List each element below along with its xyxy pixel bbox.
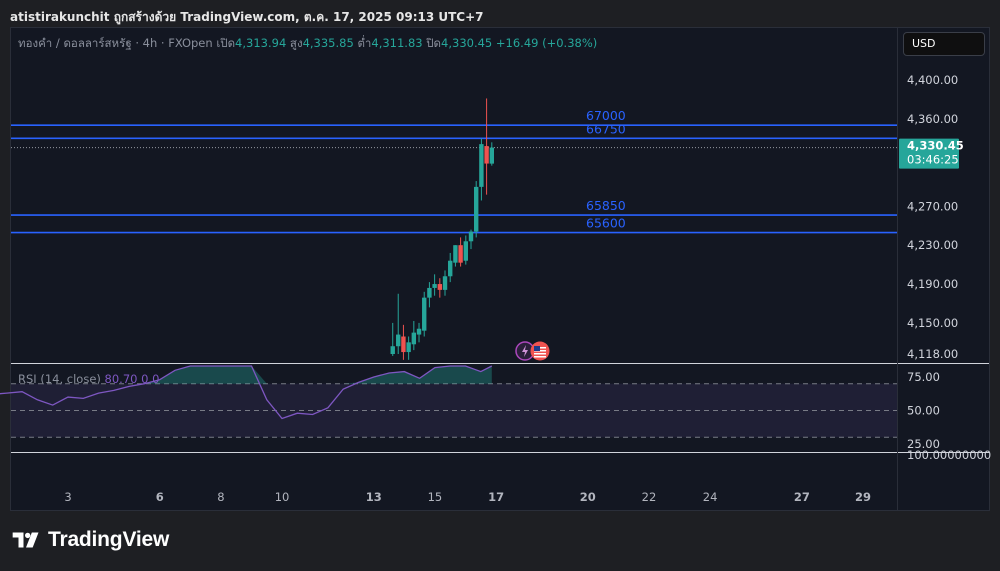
candle-body <box>422 297 427 331</box>
price-tag-countdown: 03:46:25 <box>907 153 959 167</box>
time-tick-label: 13 <box>366 490 382 504</box>
candle-body <box>453 245 458 263</box>
level-label: 65600 <box>586 216 626 231</box>
price-tick-label: 4,400.00 <box>907 73 958 87</box>
candle-body <box>432 284 437 288</box>
level-label: 66750 <box>586 121 626 136</box>
level-label: 67000 <box>586 108 626 123</box>
chart-caption: atistirakunchit ถูกสร้างด้วย TradingView… <box>10 10 484 24</box>
close-value: 4,330.45 <box>441 36 493 50</box>
time-tick-label: 17 <box>488 490 504 504</box>
symbol-name: ทองคำ / ดอลลาร์สหรัฐ · 4h · FXOpen <box>18 36 213 50</box>
rsi-value: 80.70 <box>104 372 138 386</box>
lightning-glyph <box>522 345 528 357</box>
rsi-legend: RSI (14, close) 80.70 0 0 <box>18 372 159 386</box>
time-tick-label: 20 <box>580 490 596 504</box>
candle-body <box>406 342 411 353</box>
high-label: สูง <box>289 36 303 50</box>
us-flag-stripe <box>534 353 546 355</box>
change-value: +16.49 (+0.38%) <box>495 36 598 50</box>
time-tick-label: 27 <box>794 490 810 504</box>
chart-panel[interactable] <box>10 27 990 511</box>
open-value: 4,313.94 <box>235 36 287 50</box>
rsi-extra-2: 0 <box>152 372 160 386</box>
tradingview-logo-icon <box>12 532 39 548</box>
low-label: ต่ำ <box>357 36 372 50</box>
time-tick-label: 15 <box>428 490 443 504</box>
candle-body <box>484 146 489 164</box>
price-tick-label: 4,150.00 <box>907 316 958 330</box>
brand-name: TradingView <box>48 528 170 551</box>
us-flag-canton <box>534 346 540 351</box>
price-tick-label: 4,360.00 <box>907 112 958 126</box>
time-tick-label: 3 <box>64 490 71 504</box>
price-tag <box>899 138 959 169</box>
level-label: 65850 <box>586 198 626 213</box>
close-label: ปิด <box>426 36 442 50</box>
candle-body <box>474 186 479 232</box>
candle-body <box>437 284 443 290</box>
rsi-extra-1: 0 <box>141 372 149 386</box>
time-tick-label: 6 <box>156 490 164 504</box>
candle-body <box>427 287 432 298</box>
time-tick-label: 29 <box>855 490 871 504</box>
high-value: 4,335.85 <box>302 36 354 50</box>
candle-body <box>479 144 484 187</box>
price-tick-label: 4,190.00 <box>907 277 958 291</box>
time-tick-label: 8 <box>217 490 224 504</box>
candle-body <box>448 260 453 277</box>
price-tick-label: 4,230.00 <box>907 238 958 252</box>
candle-body <box>463 241 469 261</box>
rsi-scale-upper-label: 100.00000000 <box>907 448 991 462</box>
price-tick-label: 4,118.00 <box>907 347 958 361</box>
candle-body <box>401 336 406 353</box>
rsi-line <box>0 365 493 420</box>
tradingview-brand[interactable]: TradingView <box>10 528 169 552</box>
price-tag-value: 4,330.45 <box>907 139 964 153</box>
rsi-tick-label: 50.00 <box>907 404 940 418</box>
symbol-legend: ทองคำ / ดอลลาร์สหรัฐ · 4h · FXOpen เปิด4… <box>18 35 597 53</box>
rsi-tick-label: 75.00 <box>907 370 940 384</box>
candle-body <box>458 245 463 263</box>
candle-body <box>442 276 448 290</box>
open-label: เปิด <box>216 36 236 50</box>
candle-body <box>411 332 417 345</box>
candle-body <box>390 346 395 354</box>
candle-body <box>416 328 422 335</box>
time-tick-label: 24 <box>703 490 718 504</box>
candle-body <box>489 147 494 164</box>
currency-button[interactable]: USD <box>903 32 985 56</box>
candle-body <box>396 334 401 347</box>
low-value: 4,311.83 <box>371 36 423 50</box>
rsi-tick-label: 25.00 <box>907 437 940 451</box>
time-tick-label: 10 <box>275 490 290 504</box>
us-flag-stripe <box>534 356 546 358</box>
candle-body <box>468 231 474 242</box>
price-tick-label: 4,270.00 <box>907 199 958 213</box>
time-tick-label: 22 <box>642 490 657 504</box>
rsi-name: RSI (14, close) <box>18 372 101 386</box>
